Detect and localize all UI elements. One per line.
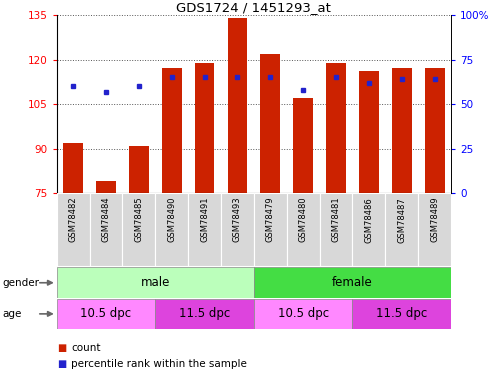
Bar bbox=[359, 71, 379, 193]
Text: gender: gender bbox=[2, 278, 39, 288]
Text: ■: ■ bbox=[57, 343, 66, 353]
Text: GSM78489: GSM78489 bbox=[430, 197, 439, 242]
Text: GSM78479: GSM78479 bbox=[266, 197, 275, 242]
Bar bbox=[386, 193, 418, 266]
Bar bbox=[287, 193, 319, 266]
Bar bbox=[129, 146, 149, 193]
Text: 10.5 dpc: 10.5 dpc bbox=[278, 308, 329, 320]
Text: GSM78484: GSM78484 bbox=[102, 197, 110, 242]
Bar bbox=[254, 267, 451, 298]
Text: female: female bbox=[332, 276, 373, 289]
Text: GSM78480: GSM78480 bbox=[299, 197, 308, 242]
Text: percentile rank within the sample: percentile rank within the sample bbox=[71, 359, 247, 369]
Bar bbox=[57, 267, 254, 298]
Bar bbox=[254, 298, 352, 329]
Text: GSM78481: GSM78481 bbox=[332, 197, 341, 242]
Text: 11.5 dpc: 11.5 dpc bbox=[376, 308, 427, 320]
Text: GSM78482: GSM78482 bbox=[69, 197, 77, 242]
Bar bbox=[188, 193, 221, 266]
Bar bbox=[155, 193, 188, 266]
Bar bbox=[352, 193, 386, 266]
Bar bbox=[155, 298, 254, 329]
Bar bbox=[392, 68, 412, 193]
Bar bbox=[293, 98, 313, 193]
Text: GSM78487: GSM78487 bbox=[397, 197, 406, 243]
Title: GDS1724 / 1451293_at: GDS1724 / 1451293_at bbox=[176, 1, 331, 14]
Bar bbox=[418, 193, 451, 266]
Text: ■: ■ bbox=[57, 359, 66, 369]
Bar bbox=[96, 181, 116, 193]
Bar bbox=[63, 142, 83, 193]
Text: GSM78493: GSM78493 bbox=[233, 197, 242, 242]
Bar bbox=[352, 298, 451, 329]
Bar bbox=[57, 193, 90, 266]
Bar bbox=[57, 298, 155, 329]
Text: male: male bbox=[141, 276, 170, 289]
Text: count: count bbox=[71, 343, 101, 353]
Bar bbox=[319, 193, 352, 266]
Bar bbox=[221, 193, 254, 266]
Bar bbox=[90, 193, 122, 266]
Bar bbox=[425, 68, 445, 193]
Bar bbox=[326, 63, 346, 193]
Bar bbox=[122, 193, 155, 266]
Bar bbox=[260, 54, 280, 193]
Bar bbox=[228, 18, 247, 193]
Bar bbox=[254, 193, 287, 266]
Text: GSM78486: GSM78486 bbox=[364, 197, 373, 243]
Text: GSM78491: GSM78491 bbox=[200, 197, 209, 242]
Text: age: age bbox=[2, 309, 22, 319]
Text: 10.5 dpc: 10.5 dpc bbox=[80, 308, 132, 320]
Text: GSM78490: GSM78490 bbox=[167, 197, 176, 242]
Bar bbox=[195, 63, 214, 193]
Text: GSM78485: GSM78485 bbox=[135, 197, 143, 242]
Text: 11.5 dpc: 11.5 dpc bbox=[179, 308, 230, 320]
Bar bbox=[162, 68, 181, 193]
